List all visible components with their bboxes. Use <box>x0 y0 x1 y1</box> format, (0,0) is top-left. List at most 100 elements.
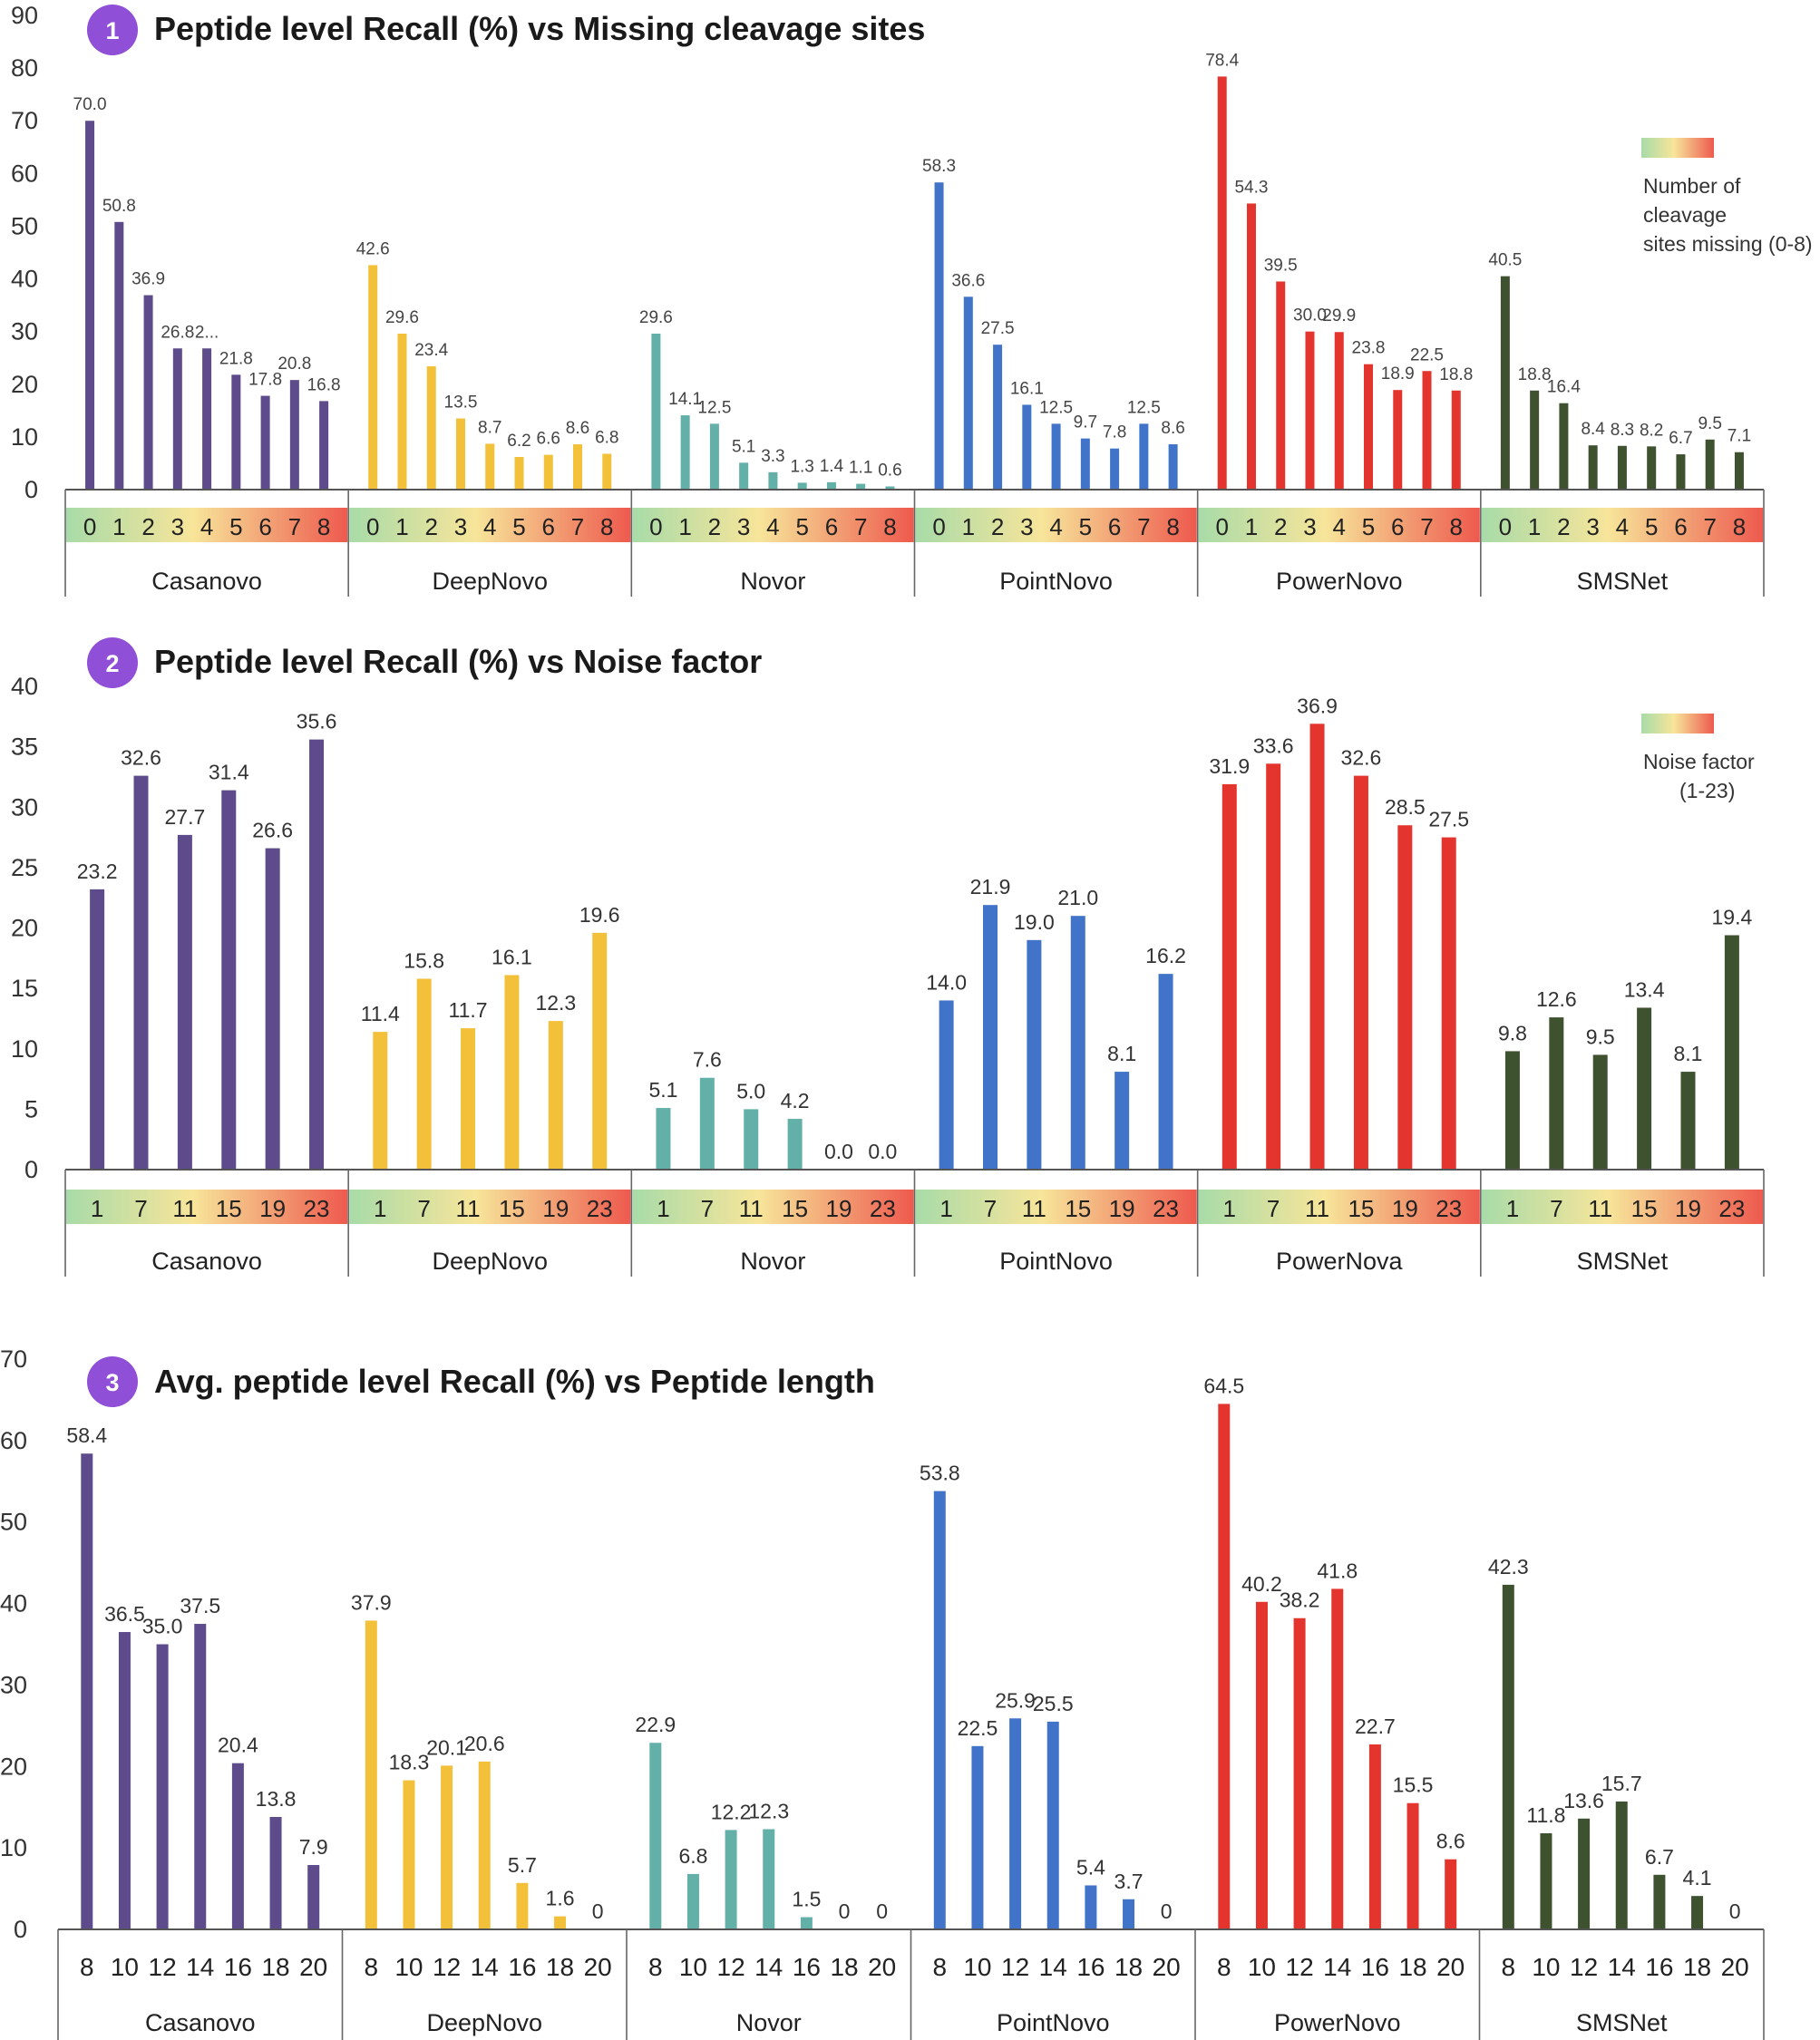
group-label: DeepNovo <box>432 1248 548 1275</box>
data-label: 40.2 <box>1241 1572 1282 1596</box>
data-label: 25.9 <box>995 1688 1036 1712</box>
bar <box>1168 444 1178 490</box>
x-tick-label: 3 <box>171 513 184 540</box>
x-tick-label: 19 <box>1392 1195 1418 1222</box>
x-tick-label: 8 <box>600 513 613 540</box>
y-tick-label: 0 <box>14 1916 27 1943</box>
bar <box>143 295 153 490</box>
bar <box>1441 837 1456 1170</box>
data-label: 64.5 <box>1203 1374 1244 1397</box>
bar <box>1615 1801 1628 1929</box>
bar <box>1217 76 1227 491</box>
legend-gradient-swatch <box>1641 138 1714 158</box>
x-tick-label: 11 <box>1022 1195 1046 1222</box>
bar <box>963 296 973 490</box>
data-label: 0 <box>1729 1899 1741 1923</box>
data-label: 6.6 <box>537 430 560 449</box>
group-label: SMSNet <box>1577 568 1669 595</box>
x-tick-label: 16 <box>1361 1953 1389 1981</box>
x-tick-label: 7 <box>854 513 867 540</box>
data-label: 58.3 <box>922 157 956 176</box>
data-label: 36.9 <box>1297 694 1338 717</box>
data-label: 26.6 <box>252 819 293 842</box>
data-label: 21.0 <box>1057 886 1098 909</box>
data-label: 9.7 <box>1074 413 1097 432</box>
y-tick-label: 10 <box>11 1035 38 1063</box>
x-tick-label: 23 <box>1718 1195 1745 1222</box>
y-tick-label: 10 <box>11 423 38 451</box>
bar <box>504 975 520 1170</box>
group-label: DeepNovo <box>426 2009 542 2036</box>
bar <box>373 1032 388 1170</box>
data-label: 9.8 <box>1498 1021 1527 1044</box>
group-frame: Casanovo DeepNovo Novor PointNovo PowerNovo S… <box>57 1928 1765 2040</box>
data-label: 29.6 <box>385 308 419 327</box>
data-label: 8.6 <box>1161 419 1184 438</box>
data-label: 7.6 <box>693 1048 722 1072</box>
data-label: 18.3 <box>389 1751 430 1774</box>
bar <box>133 775 149 1170</box>
bar <box>680 415 690 490</box>
data-label: 0.6 <box>878 461 901 481</box>
x-tick-label: 14 <box>1608 1953 1636 1981</box>
data-label: 35.0 <box>142 1615 183 1638</box>
group-label: PointNovo <box>997 2009 1110 2036</box>
bar <box>763 1829 775 1929</box>
bar <box>365 1620 377 1929</box>
bar <box>309 739 325 1170</box>
bar <box>933 1491 946 1929</box>
x-tick-label: 2 <box>425 513 438 540</box>
x-tick-label: 4 <box>1333 513 1346 540</box>
data-label: 12.3 <box>748 1799 789 1822</box>
x-tick-label: 5 <box>795 513 808 540</box>
y-axis: 0 10 20 30 40 50 60 70 80 90 <box>11 2 38 503</box>
y-tick-label: 50 <box>0 1509 27 1536</box>
bar <box>455 418 465 490</box>
data-label: 14.0 <box>926 970 967 994</box>
data-label: 22.5 <box>1410 345 1444 364</box>
data-label: 27.7 <box>165 805 206 829</box>
data-label: 32.6 <box>121 746 161 770</box>
bar <box>1578 1818 1591 1929</box>
bar <box>602 453 612 490</box>
x-tick-label: 2 <box>991 513 1004 540</box>
data-label: 0 <box>1161 1899 1173 1923</box>
bar <box>1504 1051 1520 1170</box>
x-tick-label: 2 <box>1274 513 1287 540</box>
x-tick-label: 1 <box>1245 513 1258 540</box>
category-gradient-strip <box>1481 1190 1763 1224</box>
data-label: 20.1 <box>426 1735 467 1759</box>
bar <box>548 1021 563 1170</box>
bar <box>177 834 192 1170</box>
bar <box>709 423 719 490</box>
data-label: 1.1 <box>849 459 872 478</box>
x-tick-label: 7 <box>1550 1195 1562 1222</box>
bar <box>1500 276 1510 490</box>
bar <box>1218 1404 1231 1929</box>
bar <box>1139 423 1149 490</box>
bar <box>426 366 436 490</box>
x-tick-label: 1 <box>112 513 125 540</box>
data-label: 0 <box>876 1899 888 1923</box>
x-tick-label: 20 <box>299 1953 327 1981</box>
x-tick-label: 11 <box>1588 1195 1612 1222</box>
bar <box>403 1780 415 1929</box>
y-tick-label: 40 <box>11 266 38 293</box>
data-label: 19.6 <box>579 903 620 927</box>
data-label: 15.7 <box>1601 1772 1642 1795</box>
data-label: 21.9 <box>970 875 1011 899</box>
x-tick-label: 12 <box>1286 1953 1314 1981</box>
x-tick-label: 11 <box>172 1195 197 1222</box>
x-tick-label: 8 <box>365 1953 379 1981</box>
legend-line: sites missing (0-8) <box>1643 232 1813 256</box>
x-tick-label: 4 <box>200 513 213 540</box>
group-label: DeepNovo <box>432 568 548 595</box>
x-tick-label: 19 <box>1675 1195 1701 1222</box>
x-tick-label: 8 <box>1166 513 1179 540</box>
x-tick-label: 2 <box>141 513 154 540</box>
x-tick-label: 8 <box>648 1953 663 1981</box>
data-label: 42.6 <box>356 239 390 258</box>
data-label: 8.1 <box>1674 1042 1703 1065</box>
group-label: PowerNovo <box>1274 2009 1401 2036</box>
bar <box>397 333 407 490</box>
